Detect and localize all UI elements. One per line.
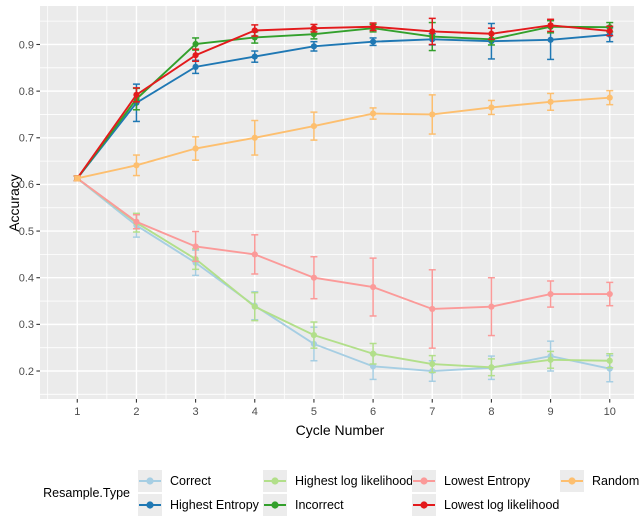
series-line-random [77, 96, 610, 180]
x-tick-label: 4 [252, 406, 258, 418]
data-point-incorrect [192, 40, 199, 48]
y-tick-label: 0.8 [19, 86, 34, 98]
y-axis-title: Accuracy [6, 174, 22, 232]
data-point-highest-entropy [547, 36, 554, 43]
x-tick-label: 9 [548, 406, 554, 418]
y-tick-label: 0.2 [19, 366, 34, 378]
data-point-lowest-entropy [369, 283, 377, 291]
data-point-lowest-entropy [310, 274, 318, 281]
data-point-lowest-log-likelihood [488, 30, 495, 37]
series-line-highest-log-likelihood [76, 177, 610, 369]
legend-label: Correct [170, 474, 211, 488]
x-tick-label: 7 [429, 406, 435, 418]
data-point-lowest-log-likelihood [606, 27, 613, 35]
data-point-random [547, 98, 554, 105]
series-line-incorrect [76, 25, 610, 179]
legend-key-icon [412, 494, 436, 516]
data-point-highest-log-likelihood [251, 303, 258, 310]
series-line-highest-entropy [76, 33, 610, 179]
x-tick-label: 10 [604, 406, 616, 418]
legend-item-highest-entropy: Highest Entropy [138, 494, 259, 516]
data-point-lowest-log-likelihood [133, 91, 140, 98]
data-point-highest-log-likelihood [488, 364, 495, 371]
data-point-highest-log-likelihood [369, 350, 377, 357]
data-point-lowest-log-likelihood [547, 22, 554, 29]
data-point-lowest-entropy [429, 305, 436, 313]
data-point-highest-entropy [251, 53, 258, 60]
data-point-random [606, 94, 613, 101]
legend-title: Resample.Type [43, 486, 130, 500]
data-point-highest-entropy [369, 38, 377, 45]
data-point-lowest-entropy [606, 290, 613, 298]
data-point-highest-log-likelihood [310, 331, 318, 339]
x-tick-label: 5 [311, 406, 317, 418]
legend-key-icon [560, 470, 584, 492]
y-tick-label: 0.6 [19, 179, 34, 191]
legend-item-random: Random [560, 470, 639, 492]
data-point-random [251, 134, 258, 141]
legend-key-icon [138, 494, 162, 516]
x-tick-label: 3 [193, 406, 199, 418]
data-point-random [192, 145, 199, 152]
data-point-lowest-log-likelihood [369, 23, 377, 30]
data-point-lowest-entropy [251, 251, 258, 258]
x-tick-label: 1 [74, 406, 80, 418]
legend-item-incorrect: Incorrect [263, 494, 344, 516]
y-tick-label: 0.9 [19, 39, 34, 51]
legend: Resample.Type Correct Highest Entropy High… [0, 450, 640, 522]
data-point-lowest-log-likelihood [251, 27, 258, 34]
data-point-incorrect [310, 31, 318, 38]
series-line-correct [76, 177, 610, 372]
y-tick-label: 0.5 [19, 226, 34, 238]
y-tick-label: 0.7 [19, 133, 34, 145]
legend-item-lowest-entropy: Lowest Entropy [412, 470, 530, 492]
x-axis-title: Cycle Number [295, 422, 385, 438]
data-point-lowest-entropy [192, 243, 199, 250]
data-point-random [488, 104, 495, 111]
legend-label: Lowest log likelihood [444, 498, 560, 512]
x-tick-label: 2 [133, 406, 139, 418]
data-point-lowest-log-likelihood [429, 28, 436, 35]
accuracy-vs-cycle-chart: 1 2 3 4 5 6 7 8 9 10 0.2 0.3 0.4 0.5 0.6 0.7 0.8 0.9 [19, 6, 634, 418]
data-point-highest-log-likelihood [606, 357, 613, 364]
data-point-highest-entropy [192, 63, 199, 70]
data-point-highest-log-likelihood [429, 360, 436, 368]
legend-label: Incorrect [295, 498, 344, 512]
data-point-highest-entropy [310, 43, 318, 50]
data-point-correct [369, 363, 377, 370]
data-point-lowest-log-likelihood [310, 25, 318, 32]
legend-key-icon [138, 470, 162, 492]
legend-key-icon [263, 494, 287, 516]
x-tick-label: 6 [370, 406, 376, 418]
data-point-lowest-entropy [547, 290, 554, 298]
data-point-random [369, 110, 377, 117]
legend-item-correct: Correct [138, 470, 211, 492]
data-point-random [74, 175, 81, 182]
legend-label: Random [592, 474, 640, 488]
x-tick-label: 8 [488, 406, 494, 418]
series-line-lowest-entropy [76, 177, 610, 310]
legend-key-icon [412, 470, 436, 492]
data-point-lowest-entropy [488, 303, 495, 310]
data-point-lowest-log-likelihood [192, 52, 199, 59]
legend-item-lowest-log-likelihood: Lowest log likelihood [412, 494, 559, 516]
y-tick-label: 0.4 [19, 273, 34, 285]
legend-label: Lowest Entropy [444, 474, 531, 488]
data-point-lowest-entropy [133, 218, 140, 225]
series-line-lowest-log-likelihood [76, 24, 610, 179]
legend-label: Highest log likelihood [295, 474, 414, 488]
legend-label: Highest Entropy [170, 498, 259, 512]
data-point-random [310, 123, 318, 130]
data-point-random [429, 111, 436, 118]
legend-key-icon [263, 470, 287, 492]
y-tick-label: 0.3 [19, 319, 34, 331]
data-point-highest-log-likelihood [547, 356, 554, 363]
data-point-random [133, 162, 140, 169]
plot-panel [40, 6, 634, 399]
legend-item-highest-log-likelihood: Highest log likelihood [263, 470, 413, 492]
